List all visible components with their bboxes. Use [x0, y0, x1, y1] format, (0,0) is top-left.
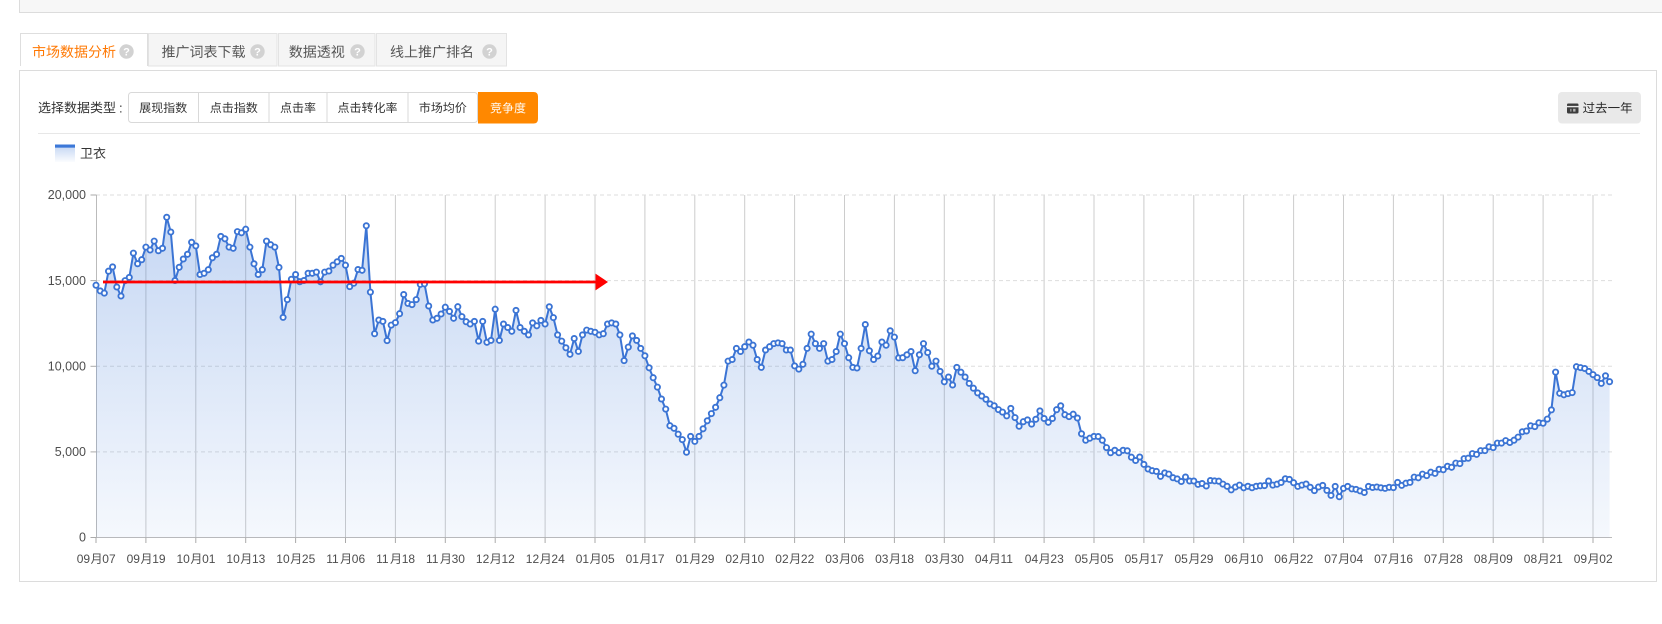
svg-text:04: 04: [1025, 552, 1039, 566]
svg-text:10: 10: [177, 552, 191, 566]
svg-text:07: 07: [1324, 552, 1338, 566]
svg-text:10: 10: [226, 552, 240, 566]
svg-text:29: 29: [701, 552, 715, 566]
svg-text:5,000: 5,000: [55, 445, 86, 459]
svg-text:11: 11: [326, 552, 339, 566]
svg-text:?: ?: [254, 47, 261, 59]
svg-text:01: 01: [626, 552, 640, 566]
svg-text:11: 11: [376, 552, 389, 566]
svg-text:12: 12: [526, 552, 540, 566]
svg-text:29: 29: [1200, 552, 1214, 566]
svg-text:06: 06: [851, 552, 865, 566]
svg-text:02: 02: [1599, 552, 1613, 566]
svg-text:17: 17: [651, 552, 665, 566]
svg-text:12: 12: [476, 552, 490, 566]
svg-text:18: 18: [402, 552, 416, 566]
svg-text::: :: [119, 100, 123, 115]
svg-text:09: 09: [77, 552, 91, 566]
svg-text:10: 10: [276, 552, 290, 566]
svg-text:11: 11: [426, 552, 439, 566]
svg-text:06: 06: [1274, 552, 1288, 566]
svg-text:30: 30: [951, 552, 965, 566]
svg-text:21: 21: [1549, 552, 1563, 566]
svg-text:24: 24: [551, 552, 565, 566]
svg-text:08: 08: [1524, 552, 1538, 566]
svg-text:08: 08: [1474, 552, 1488, 566]
svg-text:06: 06: [1224, 552, 1238, 566]
svg-text:07: 07: [1424, 552, 1438, 566]
svg-text:03: 03: [875, 552, 889, 566]
svg-text:11: 11: [1001, 552, 1014, 566]
svg-text:16: 16: [1400, 552, 1414, 566]
svg-text:13: 13: [252, 552, 266, 566]
svg-text:25: 25: [302, 552, 316, 566]
svg-text:10: 10: [751, 552, 765, 566]
svg-text:09: 09: [1500, 552, 1514, 566]
svg-text:?: ?: [123, 47, 130, 59]
svg-text:05: 05: [1125, 552, 1139, 566]
svg-text:05: 05: [1075, 552, 1089, 566]
svg-text:28: 28: [1450, 552, 1464, 566]
svg-text:09: 09: [127, 552, 141, 566]
svg-text:20,000: 20,000: [48, 188, 86, 202]
svg-text:18: 18: [901, 552, 915, 566]
svg-text:15,000: 15,000: [48, 274, 86, 288]
svg-text:02: 02: [775, 552, 789, 566]
svg-text:04: 04: [975, 552, 989, 566]
svg-text:12: 12: [502, 552, 516, 566]
svg-text:01: 01: [202, 552, 216, 566]
svg-text:?: ?: [354, 47, 361, 59]
svg-text:10: 10: [1250, 552, 1264, 566]
svg-text:03: 03: [825, 552, 839, 566]
svg-text:22: 22: [801, 552, 815, 566]
svg-text:10,000: 10,000: [48, 360, 86, 374]
svg-text:07: 07: [1374, 552, 1388, 566]
svg-text:17: 17: [1150, 552, 1164, 566]
svg-text:03: 03: [925, 552, 939, 566]
svg-text:30: 30: [452, 552, 466, 566]
svg-text:09: 09: [1574, 552, 1588, 566]
svg-text:02: 02: [725, 552, 739, 566]
svg-text:04: 04: [1350, 552, 1364, 566]
svg-text:06: 06: [352, 552, 366, 566]
svg-text:05: 05: [601, 552, 615, 566]
svg-text:07: 07: [102, 552, 116, 566]
svg-text:05: 05: [1100, 552, 1114, 566]
svg-text:22: 22: [1300, 552, 1314, 566]
svg-text:01: 01: [676, 552, 690, 566]
svg-text:19: 19: [152, 552, 166, 566]
svg-text:01: 01: [576, 552, 590, 566]
svg-text:23: 23: [1050, 552, 1064, 566]
svg-text:05: 05: [1175, 552, 1189, 566]
svg-text:?: ?: [486, 47, 493, 59]
svg-text:0: 0: [79, 531, 86, 545]
